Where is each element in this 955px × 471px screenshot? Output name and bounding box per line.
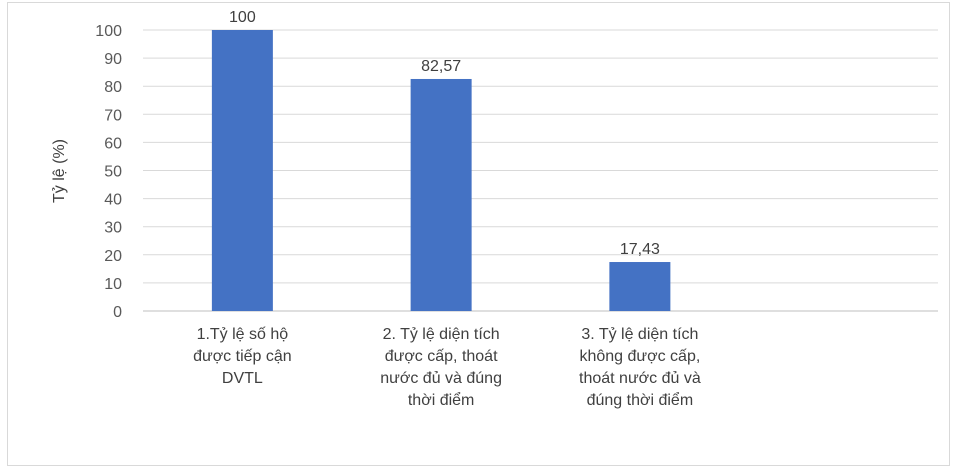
- y-tick-label: 50: [104, 164, 122, 181]
- y-tick-label: 40: [104, 192, 122, 209]
- data-labels: 100 82,57 17,43: [229, 9, 660, 258]
- bars: [211, 30, 671, 311]
- y-tick-label: 10: [104, 276, 122, 293]
- data-label: 82,57: [421, 58, 461, 75]
- y-tick-label: 90: [104, 51, 122, 68]
- y-tick-label: 70: [104, 107, 122, 124]
- y-tick-label: 60: [104, 135, 122, 152]
- category-labels: 1.Tỷ lệ số hộ được tiếp cận DVTL 2. Tỷ lệ d…: [193, 326, 701, 409]
- y-tick-label: 80: [104, 79, 122, 96]
- category-label: 2. Tỷ lệ diện tích được cấp, thoát nước đủ…: [380, 326, 502, 409]
- data-label: 100: [229, 9, 256, 26]
- bar: [410, 78, 472, 311]
- chart-frame: [7, 2, 950, 466]
- gridlines: [143, 29, 938, 312]
- bar: [211, 30, 273, 311]
- data-label: 17,43: [620, 241, 660, 258]
- y-axis-title: Tỷ lệ (%): [51, 139, 68, 203]
- y-tick-label: 20: [104, 248, 122, 265]
- bar: [609, 262, 671, 311]
- y-tick-label: 0: [113, 304, 122, 321]
- y-tick-labels: 0 10 20 30 40 50 60 70 80 90 100: [95, 23, 122, 321]
- category-label: 3. Tỷ lệ diện tích không được cấp, thoát n…: [579, 326, 701, 409]
- y-tick-label: 100: [95, 23, 122, 40]
- category-label: 1.Tỷ lệ số hộ được tiếp cận DVTL: [193, 326, 292, 387]
- y-tick-label: 30: [104, 220, 122, 237]
